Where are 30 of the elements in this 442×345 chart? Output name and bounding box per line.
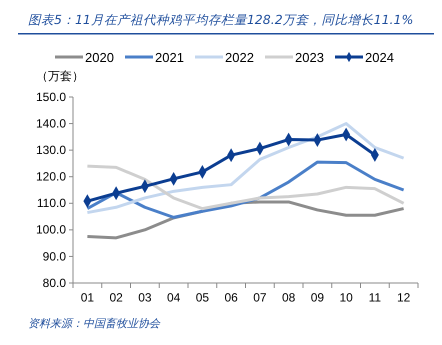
y-tick-label: 100.0 bbox=[36, 222, 66, 237]
x-tick-label: 07 bbox=[253, 290, 267, 305]
chart-title: 图表5：11月在产祖代种鸡平均存栏量128.2万套，同比增长11.1% bbox=[28, 12, 414, 27]
x-tick-label: 10 bbox=[339, 290, 354, 305]
x-tick-label: 03 bbox=[138, 290, 152, 305]
x-tick-label: 02 bbox=[109, 290, 124, 305]
y-tick-label: 140.0 bbox=[36, 116, 66, 130]
y-axis-title: （万套） bbox=[36, 69, 84, 83]
x-tick-label: 12 bbox=[396, 290, 411, 305]
x-tick-label: 08 bbox=[282, 290, 296, 305]
y-tick-label: 110.0 bbox=[36, 196, 66, 210]
y-tick-label: 90.0 bbox=[42, 249, 66, 264]
x-tick-label: 04 bbox=[166, 290, 181, 305]
x-tick-label: 11 bbox=[368, 290, 382, 305]
line-series bbox=[86, 122, 406, 214]
legend-label: 2023 bbox=[295, 50, 324, 65]
y-tick-label: 80.0 bbox=[42, 276, 66, 290]
x-tick-label: 09 bbox=[310, 290, 324, 305]
x-tick-label: 06 bbox=[224, 290, 238, 305]
legend-label: 2024 bbox=[365, 50, 394, 65]
legend-label: 2021 bbox=[155, 50, 184, 65]
line-series bbox=[86, 164, 406, 210]
y-tick-label: 150.0 bbox=[36, 90, 66, 104]
y-tick-label: 120.0 bbox=[36, 170, 66, 184]
legend-label: 2020 bbox=[85, 50, 114, 65]
legend-label: 2022 bbox=[225, 50, 254, 65]
text: 资料来源：中国畜牧业协会 bbox=[28, 317, 161, 330]
x-tick-label: 01 bbox=[80, 290, 94, 305]
x-tick-label: 05 bbox=[196, 290, 210, 305]
y-tick-label: 130.0 bbox=[36, 142, 66, 157]
